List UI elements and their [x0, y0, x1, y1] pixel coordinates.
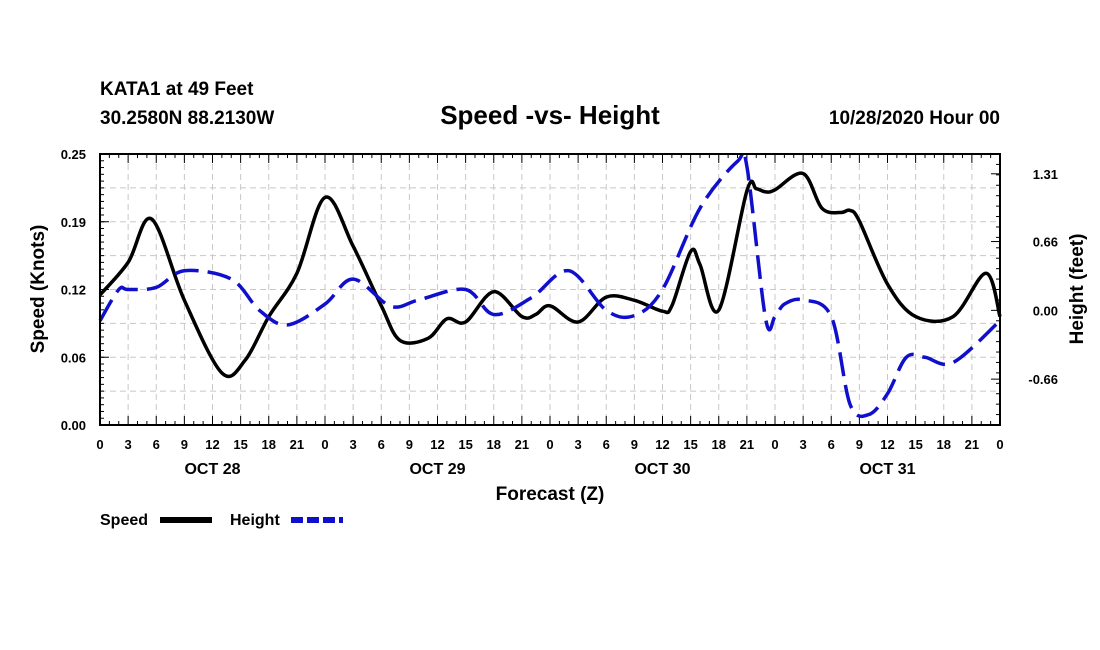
day-label: OCT 31 — [859, 461, 915, 478]
station-coords: 30.2580N 88.2130W — [100, 108, 274, 129]
legend-speed-label: Speed — [100, 512, 148, 529]
x-tick-label: 3 — [575, 437, 582, 452]
y-axis-label: Speed (Knots) — [28, 225, 49, 354]
grid-lines — [100, 154, 1000, 425]
y2-tick-label: -0.66 — [1028, 372, 1058, 387]
x-tick-label: 21 — [515, 437, 529, 452]
x-tick-label: 18 — [487, 437, 501, 452]
x-tick-label: 21 — [740, 437, 754, 452]
x-tick-label: 9 — [406, 437, 413, 452]
legend: Speed Height — [100, 512, 343, 529]
x-tick-label: 0 — [771, 437, 778, 452]
x-tick-label: 12 — [205, 437, 219, 452]
x-tick-label: 0 — [96, 437, 103, 452]
x-tick-label: 6 — [828, 437, 835, 452]
forecast-datetime: 10/28/2020 Hour 00 — [829, 108, 1000, 129]
x-tick-label: 9 — [181, 437, 188, 452]
height-series-line — [98, 149, 1002, 419]
y-tick-label: 0.12 — [61, 283, 86, 298]
y2-tick-label: 0.66 — [1033, 235, 1058, 250]
day-label: OCT 29 — [409, 461, 465, 478]
x-tick-label: 12 — [880, 437, 894, 452]
y-tick-label: 0.06 — [61, 350, 86, 365]
x-tick-label: 6 — [153, 437, 160, 452]
x-axis-label: Forecast (Z) — [496, 484, 605, 505]
y2-axis-label: Height (feet) — [1067, 234, 1088, 345]
x-tick-label: 12 — [655, 437, 669, 452]
y-tick-label: 0.00 — [61, 418, 86, 433]
speed-series-line — [98, 171, 1002, 379]
x-tick-label: 9 — [856, 437, 863, 452]
x-tick-label: 15 — [233, 437, 247, 452]
y2-tick-label: 1.31 — [1033, 167, 1058, 182]
x-tick-label: 0 — [996, 437, 1003, 452]
x-tick-label: 18 — [712, 437, 726, 452]
x-tick-label: 12 — [430, 437, 444, 452]
tick-labels: 0.00 0.06 0.12 0.19 0.25 -0.66 0.00 0.66 1.31 0 3 6… — [61, 147, 1058, 478]
x-tick-label: 15 — [908, 437, 922, 452]
x-tick-label: 0 — [546, 437, 553, 452]
y-tick-label: 0.19 — [61, 215, 86, 230]
x-tick-label: 0 — [321, 437, 328, 452]
chart-title: Speed -vs- Height — [440, 100, 660, 130]
x-tick-label: 15 — [683, 437, 697, 452]
x-tick-label: 15 — [458, 437, 472, 452]
plot-frame — [99, 153, 1001, 426]
x-tick-label: 3 — [350, 437, 357, 452]
day-label: OCT 30 — [634, 461, 690, 478]
x-tick-label: 3 — [125, 437, 132, 452]
x-tick-label: 3 — [800, 437, 807, 452]
x-tick-label: 21 — [965, 437, 979, 452]
legend-height-label: Height — [230, 512, 280, 529]
data-series — [98, 149, 1002, 419]
y2-tick-label: 0.00 — [1033, 303, 1058, 318]
x-tick-label: 9 — [631, 437, 638, 452]
x-tick-label: 21 — [290, 437, 304, 452]
x-tick-label: 6 — [603, 437, 610, 452]
y-tick-label: 0.25 — [61, 147, 86, 162]
day-label: OCT 28 — [184, 461, 240, 478]
x-tick-label: 18 — [937, 437, 951, 452]
station-title: KATA1 at 49 Feet — [100, 79, 254, 100]
x-tick-label: 6 — [378, 437, 385, 452]
x-tick-label: 18 — [262, 437, 276, 452]
